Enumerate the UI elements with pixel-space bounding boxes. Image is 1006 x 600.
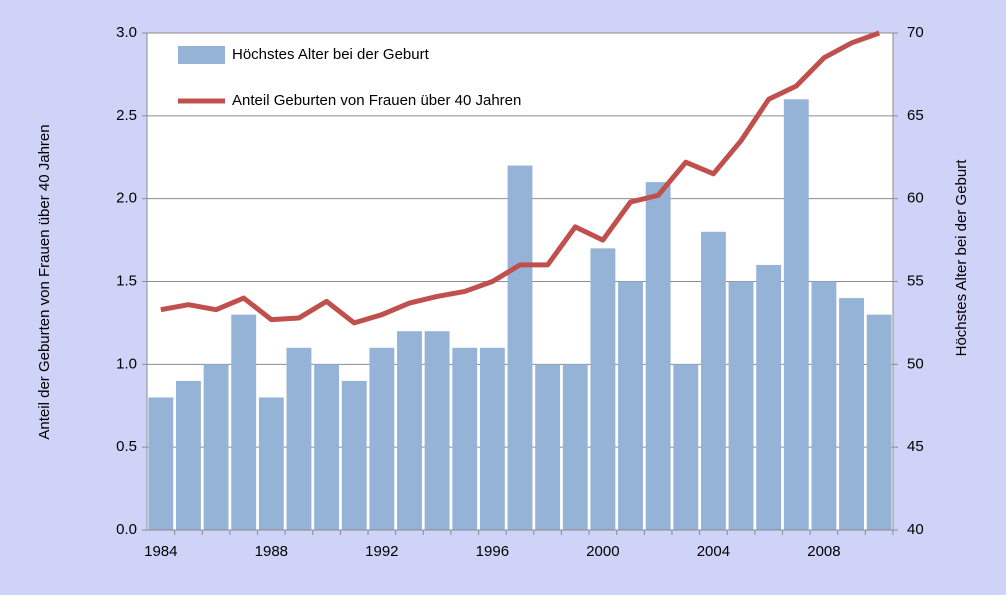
x-tick-label: 2008 [807,543,840,560]
bar [618,281,643,530]
bar [314,364,340,530]
bar [535,364,561,530]
y-tick-label: 1.5 [116,272,137,289]
x-tick-label: 1996 [476,543,509,560]
y-tick-label: 1.0 [116,355,137,372]
x-tick-label: 1984 [144,543,177,560]
bar [148,397,174,530]
x-tick-label: 2004 [697,543,730,560]
bar [756,264,782,530]
x-tick-label: 2000 [586,543,619,560]
y-tick-label: 3.0 [116,24,137,41]
bar [728,281,754,530]
y-tick-label: 2.5 [116,107,137,124]
bar [783,99,809,531]
line [160,30,881,326]
legend-swatch [178,46,225,64]
x-tick-label: 1988 [255,543,288,560]
y2-tick-label: 45 [907,438,924,455]
bar [203,364,229,530]
bar [397,331,422,530]
bar [341,380,367,530]
bar [811,281,837,530]
legend-label: Höchstes Alter bei der Geburt [232,46,430,63]
legend-label: Anteil Geburten von Frauen über 40 Jahre… [232,92,521,109]
bar [258,397,284,530]
y2-tick-label: 40 [907,521,924,538]
y2-tick-label: 70 [907,24,924,41]
bar [231,314,257,530]
bar [839,298,864,530]
bar [369,347,395,530]
y-tick-label: 0.5 [116,438,137,455]
y2-tick-label: 55 [907,272,924,289]
y-axis-label: Anteil der Geburten von Frauen über 40 J… [36,124,53,439]
bar [562,364,588,530]
x-tick-label: 1992 [365,543,398,560]
bar [700,231,726,531]
bar [866,314,892,530]
bar [479,347,505,530]
bar [286,347,312,530]
bar [176,380,201,530]
y2-tick-label: 60 [907,190,924,207]
bar [424,331,450,530]
y-tick-label: 2.0 [116,190,137,207]
bar [452,347,478,530]
bar [673,364,699,530]
y2-tick-label: 65 [907,107,924,124]
y2-axis-label: Höchstes Alter bei der Geburt [953,159,970,357]
y-tick-label: 0.0 [116,521,137,538]
bar [645,182,671,530]
bar [507,165,533,531]
bar [590,248,616,530]
y2-tick-label: 50 [907,355,924,372]
